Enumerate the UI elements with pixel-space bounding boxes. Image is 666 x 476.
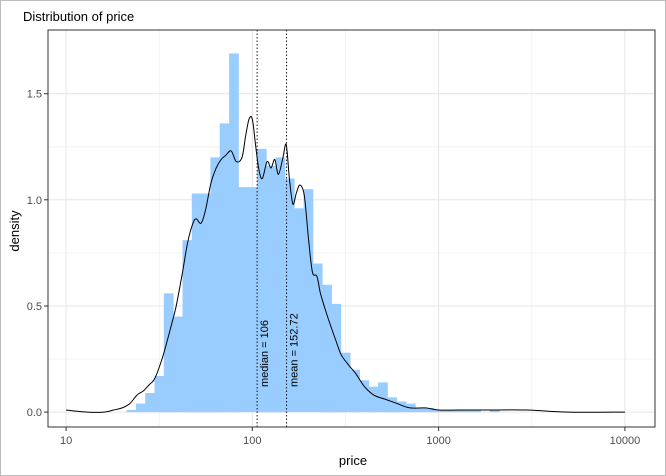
histogram-bar [461,410,472,413]
x-tick-label: 10 [60,435,72,447]
reference-line-label: mean = 152.72 [289,313,301,387]
histogram-bar [182,240,193,413]
histogram-bar [434,410,444,413]
histogram-bar [359,380,370,413]
histogram-bar [424,407,435,413]
histogram-bar [219,123,230,413]
chart-title: Distribution of price [23,9,134,24]
histogram-bar [331,303,342,413]
histogram-bar [387,397,398,413]
plot-panel [48,30,655,427]
reference-lines: median = 106 mean = 152.72 [256,30,301,427]
histogram-bar [303,189,314,413]
y-axis-ticks: 0.0 0.5 1.0 1.5 [27,89,48,419]
histogram-bar [229,53,239,413]
y-tick-label: 0.0 [27,407,42,419]
x-tick-label: 1000 [426,435,450,447]
y-tick-label: 0.5 [27,301,42,313]
histogram-bar [173,316,183,413]
histogram-bar [340,352,351,413]
histogram-bar [396,401,407,413]
histogram-bar [294,208,304,413]
x-axis-ticks: 10 100 1000 10000 [60,427,640,447]
histogram-bar [443,410,453,413]
x-tick-label: 10000 [610,435,641,447]
histogram-bar [471,410,481,413]
histogram-bar [238,187,249,413]
histogram-bar [154,376,165,413]
histogram-bar [201,193,211,413]
histogram-bar [247,187,258,413]
histogram-bar [415,407,426,413]
histogram-bar [312,263,323,413]
histogram-bar [284,178,295,413]
x-tick-label: 100 [243,435,261,447]
y-axis-label: density [7,210,22,252]
x-axis-label: price [339,453,367,468]
plot-border [47,29,656,428]
histogram-bar [275,157,286,413]
y-tick-label: 1.5 [27,89,42,101]
histogram-bar [489,410,500,413]
histogram-bar [350,369,360,413]
histogram-bar [322,284,332,413]
histogram-bar [368,386,379,413]
histogram-bar [378,382,388,413]
histogram-bar [210,157,221,413]
y-tick-label: 1.0 [27,195,42,207]
histogram-bar [191,193,202,413]
histogram-bar [452,410,463,413]
histogram-bar [135,403,146,413]
density-curve [66,116,625,413]
histogram-bars [126,53,500,413]
reference-line-label: median = 106 [259,320,271,387]
histogram-bar [257,148,267,413]
histogram-bar [163,293,174,413]
histogram-bar [126,410,137,413]
minor-gridlines [48,30,655,427]
histogram-bar [266,165,276,413]
histogram-bar [145,393,155,413]
